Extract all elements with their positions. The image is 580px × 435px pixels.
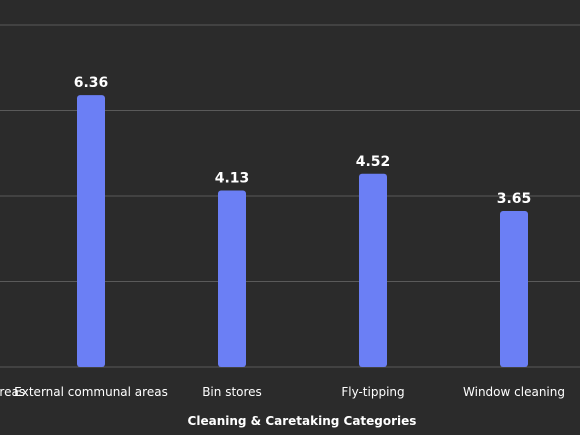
x-tick-label: Bin stores (202, 385, 262, 399)
x-tick-label: External communal areas (14, 385, 168, 399)
value-labels: 6.36 4.13 4.52 3.65 (74, 75, 532, 207)
bar[interactable] (500, 210, 528, 367)
x-tick-label: Internal communal areas (0, 385, 25, 399)
bar[interactable] (218, 190, 246, 367)
bar-value-label: 4.13 (215, 170, 250, 186)
x-tick-labels: Internal communal areasExternal communal… (0, 385, 565, 399)
bar-value-label: 3.65 (497, 191, 532, 207)
bars (77, 95, 528, 368)
bar-value-label: 6.36 (74, 75, 109, 91)
x-tick-label: Window cleaning (463, 385, 565, 399)
bar-value-label: 4.52 (356, 154, 391, 170)
x-axis-title: Cleaning & Caretaking Categories (188, 414, 417, 428)
bar[interactable] (359, 173, 387, 367)
bar[interactable] (77, 95, 105, 368)
x-tick-label: Fly-tipping (341, 385, 404, 399)
